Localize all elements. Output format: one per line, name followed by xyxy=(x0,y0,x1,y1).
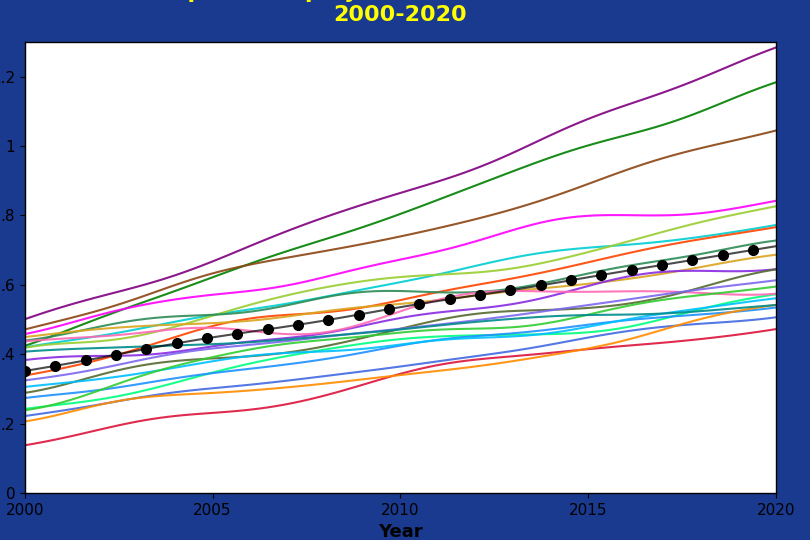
X-axis label: Year: Year xyxy=(378,523,423,540)
Title: Global temperature projections from 21 climate models
2000-2020: Global temperature projections from 21 c… xyxy=(51,0,750,25)
